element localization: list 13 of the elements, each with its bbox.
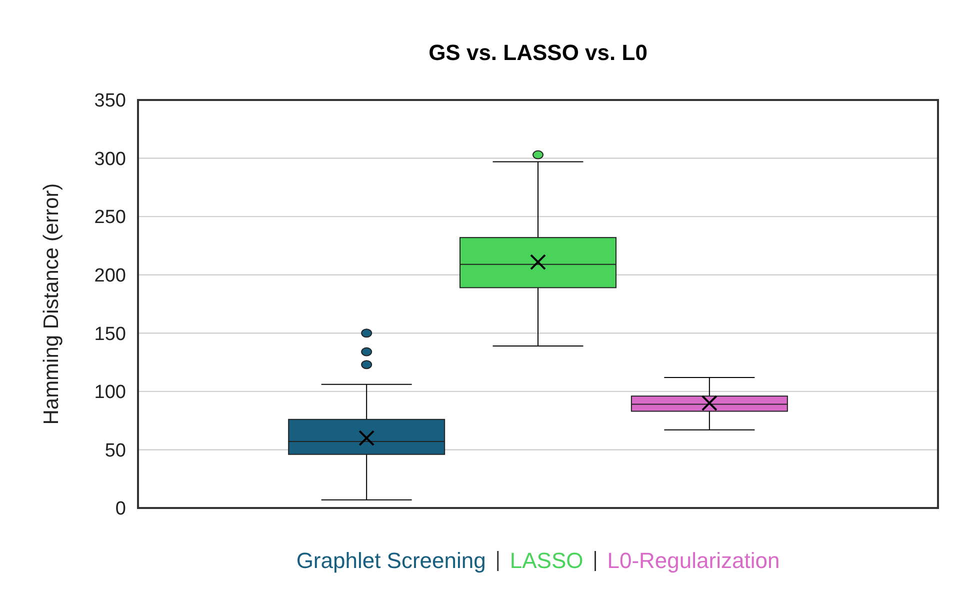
y-tick-label: 0 [115, 498, 126, 520]
y-axis-title: Hamming Distance (error) [40, 183, 63, 425]
y-tick-label: 150 [94, 324, 126, 345]
text: Graphlet Screening [296, 548, 486, 573]
text: LASSO [510, 548, 584, 573]
y-tick-label: 300 [94, 148, 126, 170]
text: L0-Regularization [607, 548, 780, 573]
y-tick-label: 200 [94, 266, 126, 287]
y-tick-label: 350 [94, 90, 126, 112]
y-tick-label: 100 [94, 382, 126, 404]
y-tick-label: 50 [104, 440, 126, 462]
chart-title: GS vs. LASSO vs. L0 [428, 40, 648, 65]
y-tick-label: 250 [94, 207, 126, 228]
